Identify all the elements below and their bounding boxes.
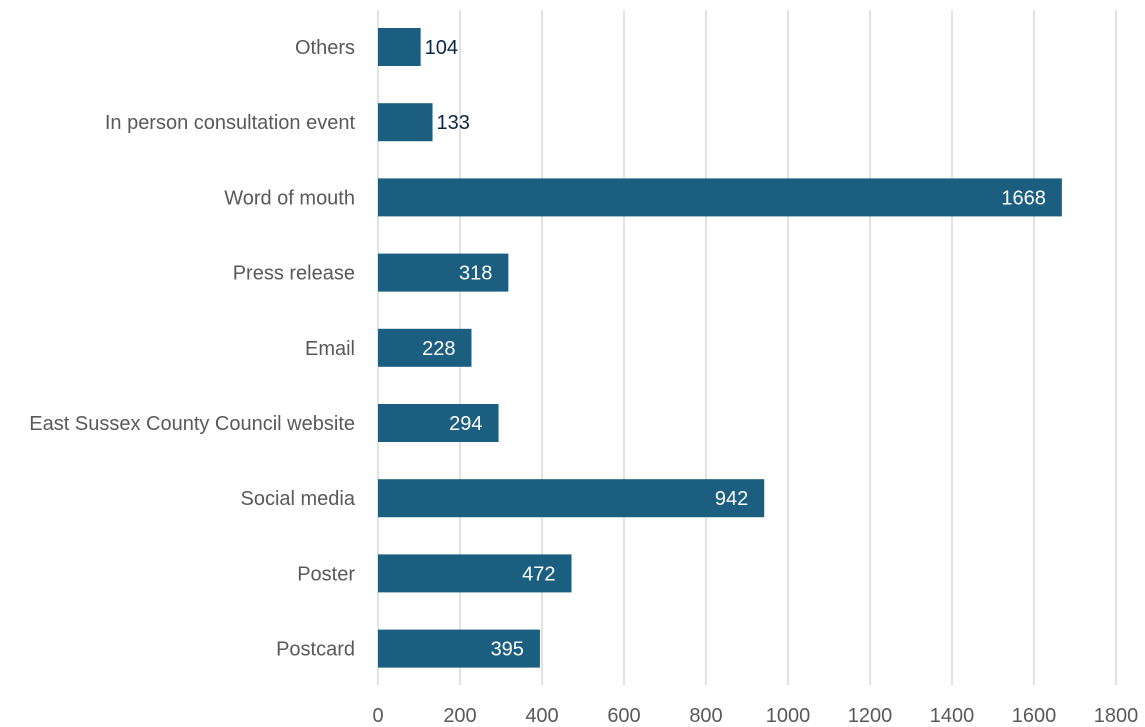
gridlines: [377, 10, 1117, 685]
bar: [378, 629, 540, 668]
category-label: Others: [295, 37, 355, 59]
category-label: East Sussex County Council website: [29, 413, 355, 435]
bar: [378, 479, 765, 518]
data-label: 942: [715, 488, 748, 510]
data-label: 294: [449, 413, 482, 435]
data-label: 318: [459, 263, 492, 285]
bar: [378, 178, 1062, 217]
bar: [378, 103, 433, 142]
bar: [378, 28, 421, 66]
data-labels: 104 133 1668 318 228 294 942 472 395: [422, 37, 1046, 661]
x-tick-label: 200: [443, 705, 476, 727]
category-label: Poster: [297, 563, 355, 585]
x-tick-label: 0: [372, 705, 383, 727]
data-label: 472: [522, 563, 555, 585]
category-label: Social media: [240, 488, 355, 510]
bar: [378, 554, 572, 593]
x-tick-label: 1600: [1012, 705, 1057, 727]
category-label: Email: [305, 338, 355, 360]
x-tick-label: 1000: [766, 705, 811, 727]
data-label: 1668: [1001, 187, 1046, 209]
bars: [378, 28, 1062, 668]
data-label: 104: [425, 37, 458, 59]
data-label: 395: [491, 639, 524, 661]
category-label: Postcard: [276, 639, 355, 661]
data-label: 228: [422, 338, 455, 360]
x-tick-label: 1200: [848, 705, 893, 727]
x-tick-label: 1800: [1094, 705, 1139, 727]
bar: [378, 253, 509, 292]
x-tick-label: 400: [525, 705, 558, 727]
data-label: 133: [437, 112, 470, 134]
bar: [378, 404, 499, 442]
category-label: Word of mouth: [224, 187, 355, 209]
x-tick-label: 800: [689, 705, 722, 727]
category-label: Press release: [233, 263, 355, 285]
x-tick-label: 1400: [930, 705, 975, 727]
x-tick-label: 600: [607, 705, 640, 727]
x-axis-tick-labels: 0 200 400 600 800 1000 1200 1400 1600 1800: [372, 705, 1138, 727]
bar: [378, 328, 472, 367]
category-label: In person consultation event: [105, 112, 356, 134]
category-labels: Others In person consultation event Word o…: [29, 37, 356, 661]
